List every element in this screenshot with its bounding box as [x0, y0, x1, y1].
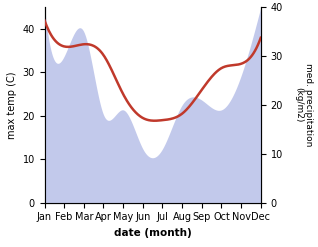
X-axis label: date (month): date (month): [114, 228, 191, 238]
Y-axis label: max temp (C): max temp (C): [7, 71, 17, 139]
Y-axis label: med. precipitation
(kg/m2): med. precipitation (kg/m2): [294, 63, 313, 147]
